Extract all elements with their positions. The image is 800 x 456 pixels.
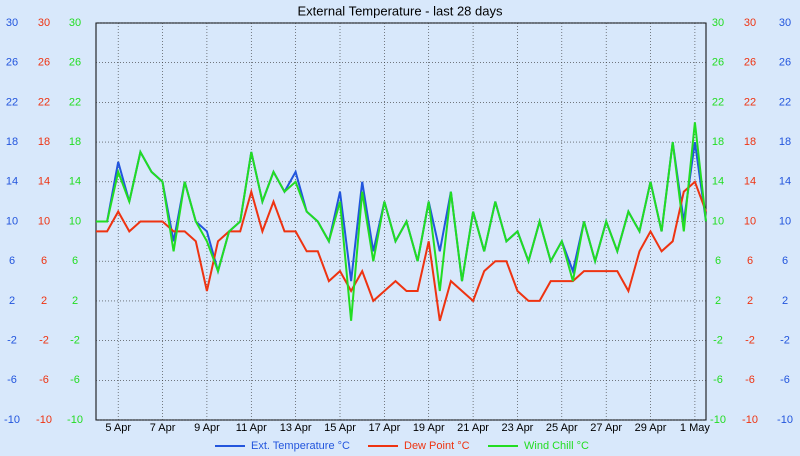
y-tick-label: 26 [744,57,756,69]
y-tick-label: -10 [777,414,793,426]
y-tick-label: -10 [36,414,52,426]
y-tick-label: 18 [6,136,18,148]
legend-label: Wind Chill °C [524,440,589,452]
y-tick-label: 10 [69,215,81,227]
x-tick-label: 19 Apr [413,422,445,434]
y-tick-label: 26 [712,57,724,69]
y-tick-label: 22 [69,96,81,108]
y-tick-label: 26 [779,57,791,69]
y-tick-label: 22 [779,96,791,108]
y-tick-label: 10 [6,215,18,227]
y-tick-label: 2 [747,295,753,307]
y-tick-label: 14 [744,176,756,188]
y-tick-label: 22 [38,96,50,108]
x-tick-label: 15 Apr [324,422,356,434]
y-tick-label: 14 [69,176,81,188]
y-tick-label: -2 [39,335,49,347]
y-tick-label: -6 [39,374,49,386]
y-tick-label: -6 [70,374,80,386]
y-tick-label: -2 [7,335,17,347]
plot-frame [95,22,707,421]
y-tick-label: 22 [712,96,724,108]
y-tick-label: 14 [779,176,791,188]
y-tick-label: 6 [72,255,78,267]
y-tick-label: -6 [780,374,790,386]
y-tick-label: 26 [38,57,50,69]
y-tick-label: -2 [780,335,790,347]
series-line [96,122,707,321]
y-tick-label: -6 [713,374,723,386]
x-tick-label: 7 Apr [150,422,176,434]
x-tick-label: 9 Apr [194,422,220,434]
y-tick-label: 10 [779,215,791,227]
y-tick-label: 22 [6,96,18,108]
y-tick-label: 18 [69,136,81,148]
y-tick-label: -10 [67,414,83,426]
y-tick-label: 18 [712,136,724,148]
y-tick-label: -10 [4,414,20,426]
y-tick-label: 2 [41,295,47,307]
y-tick-label: 30 [712,17,724,29]
y-tick-label: 18 [38,136,50,148]
y-tick-label: 14 [712,176,724,188]
y-tick-label: 6 [782,255,788,267]
y-tick-label: -10 [710,414,726,426]
legend-label: Ext. Temperature °C [251,440,350,452]
y-tick-label: 2 [72,295,78,307]
y-tick-label: -2 [70,335,80,347]
y-tick-label: -2 [745,335,755,347]
x-tick-label: 5 Apr [105,422,131,434]
y-tick-label: 6 [715,255,721,267]
x-tick-label: 17 Apr [368,422,400,434]
legend-label: Dew Point °C [404,440,470,452]
y-tick-label: 30 [744,17,756,29]
y-tick-label: 2 [715,295,721,307]
y-tick-label: 30 [6,17,18,29]
y-tick-label: 10 [744,215,756,227]
y-tick-label: 22 [744,96,756,108]
chart-title: External Temperature - last 28 days [298,3,503,18]
x-tick-label: 23 Apr [502,422,534,434]
y-tick-label: 6 [9,255,15,267]
y-tick-label: 14 [6,176,18,188]
x-tick-label: 21 Apr [457,422,489,434]
x-tick-label: 1 May [680,422,710,434]
x-tick-label: 29 Apr [635,422,667,434]
x-tick-label: 25 Apr [546,422,578,434]
y-tick-label: -6 [745,374,755,386]
x-tick-label: 11 Apr [236,422,267,434]
y-tick-label: 18 [744,136,756,148]
y-tick-label: 10 [712,215,724,227]
y-tick-label: 30 [69,17,81,29]
y-tick-label: 26 [6,57,18,69]
y-tick-label: -6 [7,374,17,386]
x-tick-label: 27 Apr [590,422,622,434]
series-line [96,141,707,282]
y-tick-label: 10 [38,215,50,227]
x-tick-label: 13 Apr [280,422,312,434]
y-tick-label: 14 [38,176,50,188]
series-line [96,180,707,322]
y-tick-label: -10 [742,414,758,426]
y-tick-label: 30 [38,17,50,29]
y-tick-label: 30 [779,17,791,29]
y-tick-label: 6 [41,255,47,267]
y-tick-label: 18 [779,136,791,148]
y-tick-label: 26 [69,57,81,69]
y-tick-label: 6 [747,255,753,267]
y-tick-label: 2 [9,295,15,307]
y-tick-label: 2 [782,295,788,307]
y-tick-label: -2 [713,335,723,347]
